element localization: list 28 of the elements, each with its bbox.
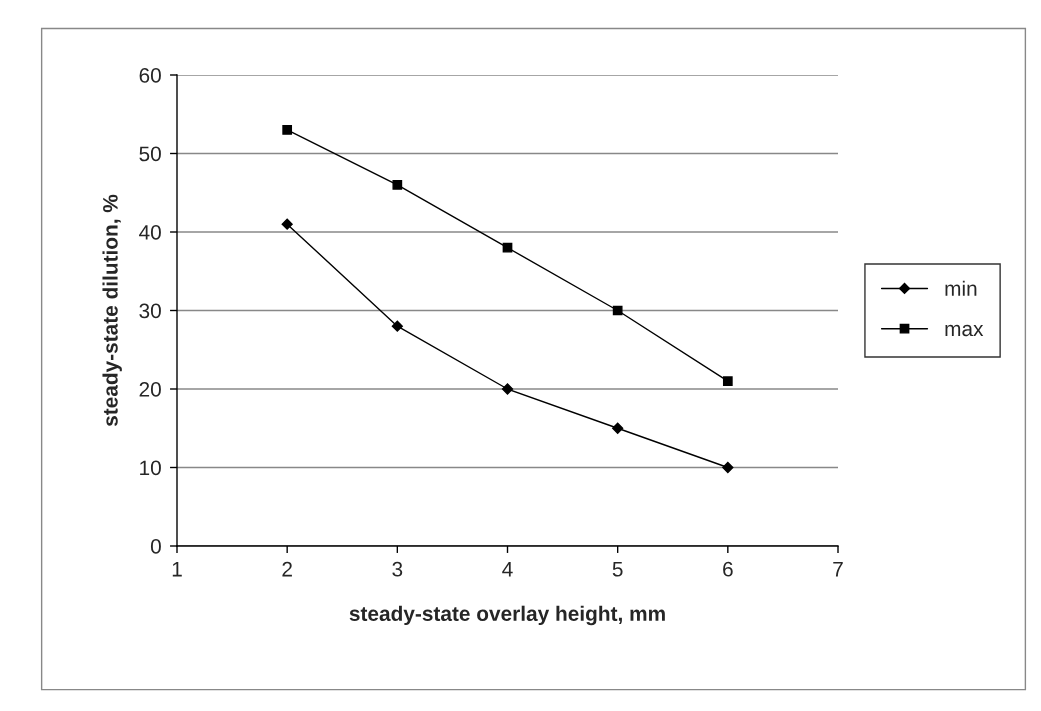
x-tick-label: 1 <box>172 562 182 577</box>
y-tick-label: 60 <box>139 68 161 83</box>
point <box>612 422 624 434</box>
legend-label: min <box>945 280 977 296</box>
point <box>392 180 403 190</box>
y-tick-label: 50 <box>139 146 161 162</box>
x-tick-label: 5 <box>612 562 623 577</box>
point <box>722 376 733 387</box>
point <box>612 305 623 316</box>
legend-label: max <box>945 324 984 337</box>
y-tick-label: 20 <box>139 382 161 397</box>
x-axis-title: steady-state overlay height, mm <box>349 605 665 626</box>
y-tick-label: 30 <box>139 303 161 319</box>
point <box>391 320 403 332</box>
point <box>281 218 293 230</box>
point <box>501 383 514 395</box>
point <box>282 125 293 135</box>
point <box>722 461 734 474</box>
x-tick-label: 4 <box>502 562 513 577</box>
y-tick-label: 0 <box>150 539 161 554</box>
x-tick-label: 3 <box>392 561 403 577</box>
y-tick-label: 10 <box>140 460 161 476</box>
y-tick-label: 40 <box>139 225 161 240</box>
point <box>502 242 513 253</box>
x-tick-label: 7 <box>833 562 843 577</box>
y-axis-title: steady-state dilution, % <box>102 194 122 427</box>
x-tick-label: 2 <box>282 561 292 577</box>
x-tick-label: 6 <box>723 561 733 577</box>
